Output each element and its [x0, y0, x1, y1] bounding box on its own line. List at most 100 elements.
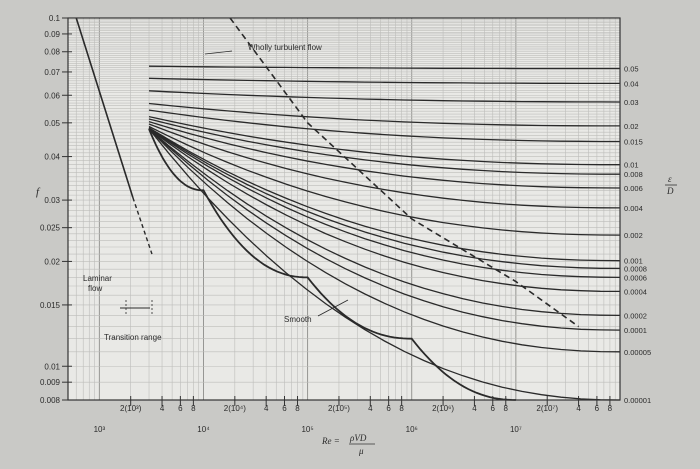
x-tick-label: 6	[282, 404, 287, 413]
wholly-turbulent-boundary	[229, 17, 580, 328]
right-axis-label-numerator: ε	[668, 174, 672, 184]
roughness-curve	[148, 127, 621, 262]
roughness-curve	[148, 109, 620, 143]
x-axis-label-numerator: ρVD	[349, 433, 367, 443]
x-axis-label-lhs: Re =	[321, 436, 340, 446]
roughness-curve-label: 0.0001	[624, 326, 647, 335]
roughness-curve-label: 0.0008	[624, 264, 647, 273]
x-tick-label: 4	[160, 404, 165, 413]
y-tick-label: 0.08	[44, 48, 60, 57]
x-tick-label: 6	[178, 404, 183, 413]
roughness-curve	[148, 115, 620, 166]
x-tick-label: 2(10⁷)	[536, 404, 558, 413]
x-tick-label: 4	[368, 404, 373, 413]
laminar-flow-extension	[132, 197, 153, 255]
x-tick-label: 4	[576, 404, 581, 413]
x-tick-label: 6	[595, 404, 600, 413]
grid	[67, 17, 620, 401]
right-axis-label-denominator: D	[666, 186, 674, 196]
y-tick-label: 0.015	[40, 301, 61, 310]
x-tick-label: 2(10⁵)	[328, 404, 350, 413]
roughness-curve-label: 0.05	[624, 65, 639, 74]
y-tick-label: 0.05	[44, 119, 60, 128]
roughness-curve	[148, 118, 620, 175]
y-tick-label: 0.025	[40, 224, 61, 233]
x-tick-label: 6	[491, 404, 496, 413]
roughness-curve-label: 0.04	[624, 79, 639, 88]
y-tick-label: 0.06	[44, 91, 60, 100]
roughness-curve	[148, 128, 621, 293]
transition-range-label: Transition range	[104, 333, 162, 342]
roughness-curve-label: 0.004	[624, 204, 643, 213]
x-tick-label: 4	[264, 404, 269, 413]
x-decade-label: 10⁵	[301, 425, 313, 434]
roughness-curve-label: 0.01	[624, 161, 639, 170]
roughness-curve-label: 0.002	[624, 231, 643, 240]
y-axis-label: f	[36, 186, 41, 198]
roughness-curve-label: 0.001	[624, 257, 643, 266]
x-tick-label: 2(10³)	[120, 404, 142, 413]
wholly-turbulent-leader	[204, 50, 233, 55]
roughness-curve	[148, 77, 620, 85]
smooth-pipe-curve	[148, 128, 516, 401]
laminar-flow-line	[75, 17, 134, 198]
roughness-curve	[148, 120, 621, 189]
roughness-curve	[148, 127, 621, 270]
x-axis-label-denominator: μ	[358, 446, 364, 456]
roughness-curve	[148, 102, 620, 127]
roughness-curve-label: 0.02	[624, 122, 639, 131]
smooth-leader	[317, 299, 349, 317]
x-tick-label: 8	[504, 404, 509, 413]
x-tick-label: 8	[191, 404, 196, 413]
x-tick-label: 2(10⁴)	[224, 404, 246, 413]
x-decade-label: 10³	[94, 425, 106, 434]
y-tick-label: 0.01	[44, 362, 60, 371]
roughness-curve-label: 0.008	[624, 170, 643, 179]
y-tick-label: 0.02	[44, 257, 60, 266]
laminar-label-line1: Laminar	[83, 274, 112, 283]
y-tick-label: 0.09	[44, 30, 60, 39]
roughness-curve	[148, 128, 621, 317]
y-tick-label: 0.1	[49, 14, 61, 23]
roughness-curve-label: 0.006	[624, 184, 643, 193]
x-tick-label: 6	[386, 404, 391, 413]
roughness-curve	[148, 128, 621, 401]
x-decade-label: 10⁴	[197, 425, 210, 434]
plot-frame	[67, 17, 621, 401]
roughness-curve-label: 0.015	[624, 137, 643, 146]
laminar-label-line2: flow	[88, 284, 102, 293]
overlay: 0.05 0.04 0.03 0.02 0.015 0.010.008 0.006 0.004…	[120, 50, 651, 405]
smooth-label: Smooth	[284, 315, 312, 324]
plot-background	[68, 18, 620, 400]
y-tick-label: 0.03	[44, 196, 60, 205]
x-tick-label: 8	[608, 404, 613, 413]
x-decade-label: 10⁷	[510, 425, 522, 434]
roughness-curve-label: 0.00001	[624, 396, 651, 405]
x-tick-label: 8	[295, 404, 300, 413]
roughness-curve-label: 0.0004	[624, 287, 647, 296]
roughness-curve	[148, 65, 620, 70]
y-tick-label: 0.04	[44, 153, 60, 162]
x-tick-label: 4	[472, 404, 477, 413]
y-tick-label: 0.008	[40, 396, 61, 405]
roughness-curve	[148, 125, 621, 236]
x-tick-label: 8	[399, 404, 404, 413]
y-tick-label: 0.07	[44, 68, 60, 77]
roughness-curve	[148, 128, 621, 353]
roughness-curve	[148, 90, 621, 103]
x-tick-label: 2(10⁶)	[432, 404, 454, 413]
roughness-curve-label: 0.0006	[624, 273, 647, 282]
y-tick-label: 0.009	[40, 378, 61, 387]
axes: 0.1 0.09 0.08 0.07 0.06 0.05 0.04 0.03 0.025 0.02…	[40, 14, 613, 434]
roughness-curve-label: 0.03	[624, 98, 639, 107]
roughness-curve-label: 0.00005	[624, 348, 651, 357]
roughness-curve	[148, 123, 621, 209]
x-decade-label: 10⁶	[406, 425, 418, 434]
roughness-curve	[148, 127, 621, 279]
roughness-curve-label: 0.0002	[624, 311, 647, 320]
curves	[75, 17, 621, 401]
wholly-turbulent-label: Wholly turbulent flow	[248, 43, 322, 52]
roughness-curve	[148, 128, 621, 331]
